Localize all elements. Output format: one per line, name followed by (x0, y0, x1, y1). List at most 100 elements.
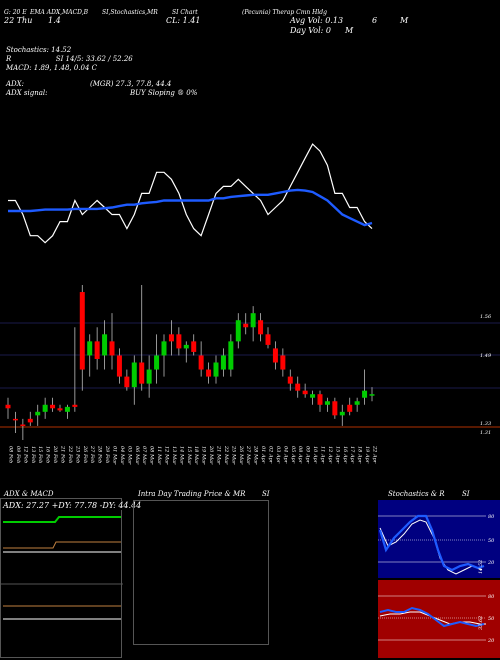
date-axis-label: 25 Mar (230, 445, 236, 465)
avg-vol-unit: 6 (372, 16, 378, 25)
date-axis-label: 21 Mar (216, 445, 222, 465)
date-axis-label: 20 Mar (208, 445, 214, 465)
top-label-1: EMA ADX,MACD,B (30, 9, 89, 16)
candle-body (116, 355, 122, 377)
stoch-panel: 80 50 20 80 50 20 14.52 33.62 (378, 500, 500, 658)
chart-tag: G: 20 E (4, 9, 27, 16)
close-label: CL: 1.41 (166, 16, 201, 25)
price-axis-label: 1.31 (480, 430, 491, 436)
candle-body (168, 334, 174, 342)
date-axis-label: 08 Mar (149, 446, 155, 465)
candle-body (12, 418, 18, 421)
date-axis-label: 26 Mar (238, 445, 244, 465)
date-axis-label: 21 Feb (60, 445, 66, 463)
date-axis-label: 27 Feb (89, 445, 95, 463)
candle-body (243, 323, 249, 328)
intra-panel (133, 500, 269, 645)
candle-body (235, 320, 241, 342)
candle-body (191, 341, 197, 352)
date-axis-label: 01 Mar (112, 446, 118, 465)
date-axis-label: 04 Apr (282, 446, 288, 464)
adx-signal: BUY Sloping ® 0% (130, 89, 198, 97)
rsi-readout: R SI 14/5: 33.62 / 52.26 (6, 55, 133, 63)
avg-vol-suffix: M (400, 16, 409, 25)
date-axis-label: 28 Mar (253, 445, 259, 465)
date-axis-label: 19 Mar (201, 446, 207, 465)
date-axis-label: 14 Mar (178, 446, 184, 465)
date-axis-label: 17 Apr (349, 446, 355, 464)
candle-body (362, 390, 368, 398)
stoch-d-line (379, 519, 483, 575)
date-axis-label: 05 Apr (290, 446, 296, 464)
date-axis-label: 26 Feb (82, 445, 88, 463)
open-label: 1.4 (48, 16, 61, 25)
rsi-line (379, 606, 485, 628)
price-axis-label: 1.49 (480, 353, 492, 359)
main-chart: 08 Feb 09 Feb 12 Feb 13 Feb 15 Feb 16 Feb 20 F… (0, 143, 500, 465)
adx-panel: ADX: 27.27 +DY: 77.78 -DY: 44.44 (0, 498, 142, 658)
candle-body (206, 369, 212, 377)
candle-body (302, 390, 308, 395)
candle-body (272, 348, 278, 363)
rsi-axis-label: 80 (488, 594, 495, 600)
date-axis-label: 11 Mar (156, 446, 162, 465)
candle-body (183, 344, 189, 349)
candle-body (5, 404, 11, 409)
candle-body (64, 406, 70, 412)
date-axis-label: 23 Feb (74, 445, 80, 463)
date-axis-label: 06 Mar (134, 446, 140, 465)
date-axis-label: 12 Mar (164, 446, 170, 465)
date-axis-label: 04 Mar (119, 446, 125, 465)
candle-body (124, 376, 130, 388)
stoch-axis-label: 50 (488, 538, 495, 544)
candle-body (228, 341, 234, 370)
date-axis-label: 22 Mar (223, 445, 229, 465)
candle-body (161, 341, 167, 356)
macd-readout: MACD: 1.89, 1.48, 0.04 C (6, 64, 98, 72)
candle-body (310, 394, 316, 398)
ticker-line: (Pecunia) Therap Cmn Hldg (242, 9, 327, 16)
price-axis-label: 1.33 (480, 421, 491, 427)
top-label-2: SI,Stochastics,MR (102, 9, 158, 16)
date-axis-label: 13 Feb (30, 446, 36, 463)
date-label: 22 Thu (4, 16, 33, 25)
intra-panel-title: Intra Day Trading Price & MR (138, 490, 246, 498)
date-axis-label: 09 Feb (15, 446, 21, 463)
stochastics-readout: Stochastics: 14.52 (6, 46, 72, 54)
date-axis-label: 12 Apr (327, 446, 333, 464)
candle-body (154, 355, 160, 370)
candle-body (57, 408, 63, 411)
candle-body (50, 404, 56, 409)
date-axis-label: 02 Apr (268, 446, 274, 464)
candle-body (198, 355, 204, 370)
adx-minus-line (3, 541, 121, 549)
date-axis-label: 03 Apr (275, 446, 281, 464)
date-axis-label: 12 Feb (22, 446, 28, 463)
candle-body (250, 313, 256, 328)
candle-body (324, 401, 330, 405)
candle-body (287, 376, 293, 384)
ema-line (8, 188, 373, 227)
date-axis-label: 15 Feb (37, 446, 43, 463)
candle-body (332, 401, 338, 416)
candle-body (139, 362, 145, 384)
candle-body (347, 404, 353, 412)
stoch-axis-label: 80 (488, 514, 495, 520)
adx-panel-title: ADX & MACD (4, 490, 54, 498)
candle-body (295, 383, 301, 391)
date-axis-label: 16 Apr (342, 446, 348, 464)
date-axis-label: 18 Apr (357, 446, 363, 464)
date-axis-label: 18 Mar (193, 446, 199, 465)
date-axis-label: 01 Apr (260, 446, 266, 464)
date-axis-label: 29 Feb (104, 445, 110, 463)
candle-body (94, 341, 100, 359)
date-axis-label: 11 Apr (320, 446, 326, 464)
date-axis-label: 15 Apr (334, 446, 340, 464)
candle-body (131, 362, 137, 388)
day-vol-unit: M (345, 26, 354, 35)
candle-body (369, 394, 375, 396)
date-axis-label: 13 Mar (171, 446, 177, 465)
candle-body (87, 341, 93, 356)
candle-body (79, 292, 85, 370)
date-axis-label: 15 Mar (186, 446, 192, 465)
